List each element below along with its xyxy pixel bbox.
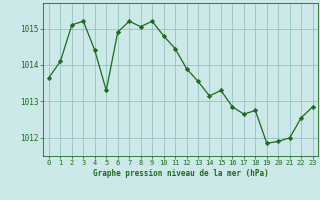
X-axis label: Graphe pression niveau de la mer (hPa): Graphe pression niveau de la mer (hPa) xyxy=(93,169,269,178)
